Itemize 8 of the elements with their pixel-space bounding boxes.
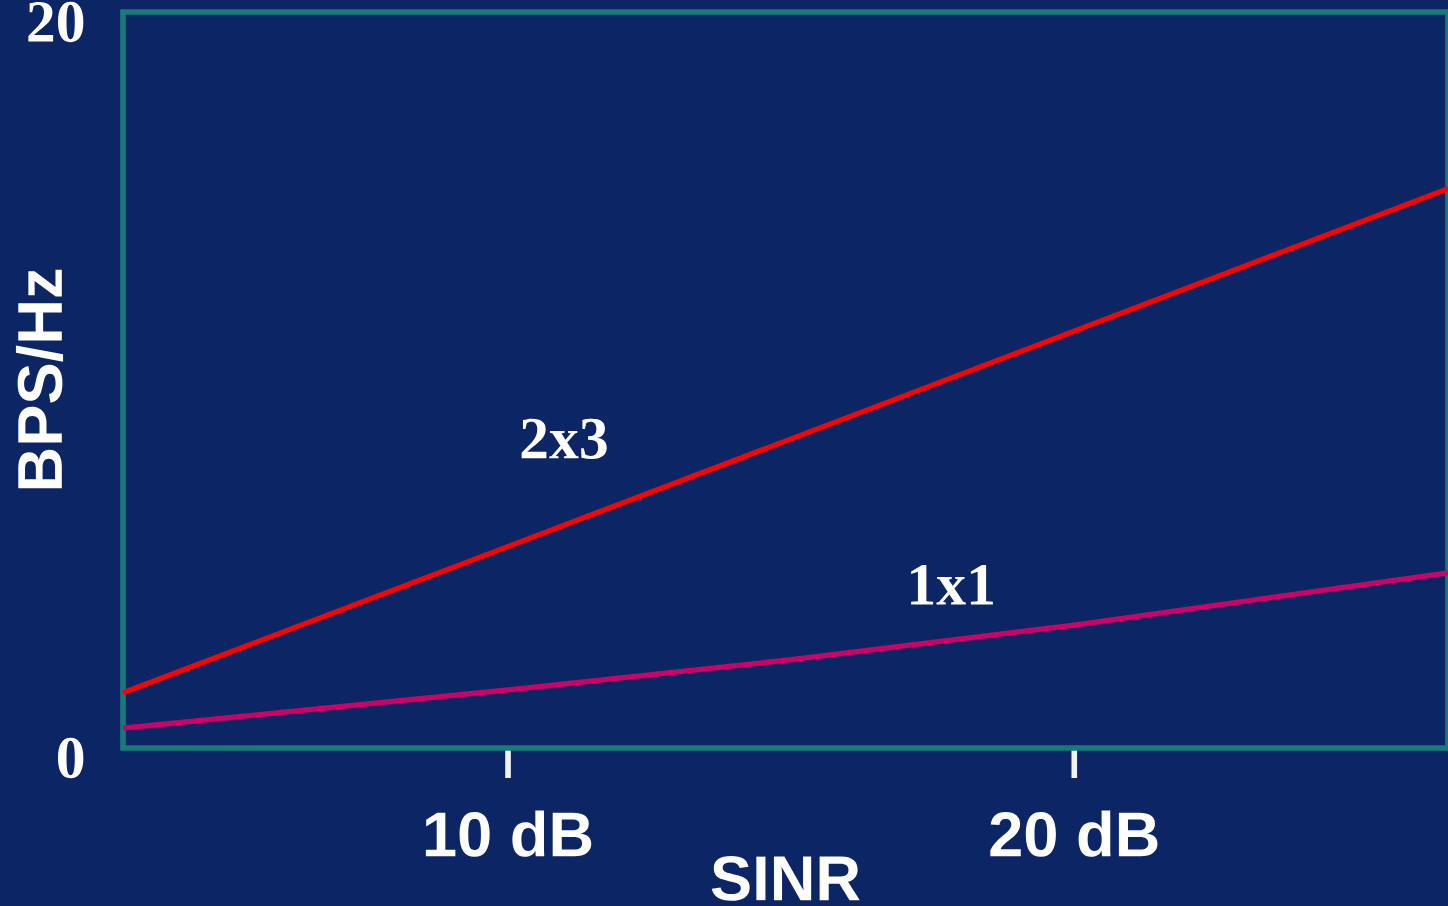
series-label: 1x1 [911,564,993,605]
y-tick-label: 0 [57,737,84,779]
x-tick-label: 10 dB [425,810,592,857]
series-label: 2x3 [521,418,607,459]
x-axis-title: SINR [711,855,860,901]
y-tick-label: 20 [28,1,84,43]
x-tick-label: 20 dB [990,810,1158,857]
y-axis-title: BPS/Hz [15,269,64,489]
